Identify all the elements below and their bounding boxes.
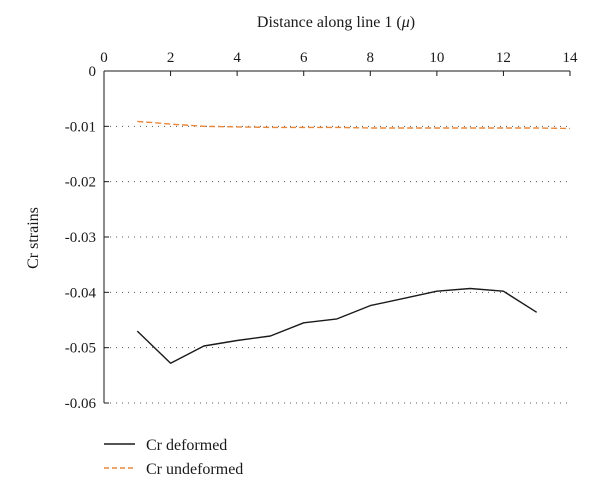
y-axis-title: Cr strains [25,207,42,269]
x-tick-label-6: 12 [496,50,511,66]
series-line-cr-deformed [136,287,538,364]
y-tick-label-6: -0.06 [65,396,97,412]
y-tick-label-2: -0.02 [65,175,96,191]
x-axis-title: Distance along line 1 (μ) [257,14,415,31]
y-tick-label-1: -0.01 [65,119,96,135]
legend-label-cr-deformed: Cr deformed [146,437,227,454]
series-lines [136,120,571,364]
legend-label-cr-undeformed: Cr undeformed [146,461,243,478]
legend: Cr deformed Cr undeformed [104,437,243,478]
y-tick-label-0: 0 [89,64,97,80]
x-tick-label-0: 0 [100,50,108,66]
y-tick-label-4: -0.04 [65,285,97,301]
y-tick-label-3: -0.03 [65,230,96,246]
x-tick-label-7: 14 [563,50,579,66]
x-tick-label-2: 4 [233,50,241,66]
x-tick-label-3: 6 [300,50,308,66]
x-tick-label-4: 8 [367,50,375,66]
y-tick-label-5: -0.05 [65,341,96,357]
x-axis-unit: μ [401,14,410,31]
x-tick-label-1: 2 [167,50,175,66]
axes [103,70,571,404]
x-tick-label-5: 10 [429,50,444,66]
tick-labels: 0 2 4 6 8 10 12 14 0 -0.01 -0.02 -0.03 -0.04 -0.05 -0.… [65,50,578,412]
series-line-cr-undeformed [137,120,571,130]
